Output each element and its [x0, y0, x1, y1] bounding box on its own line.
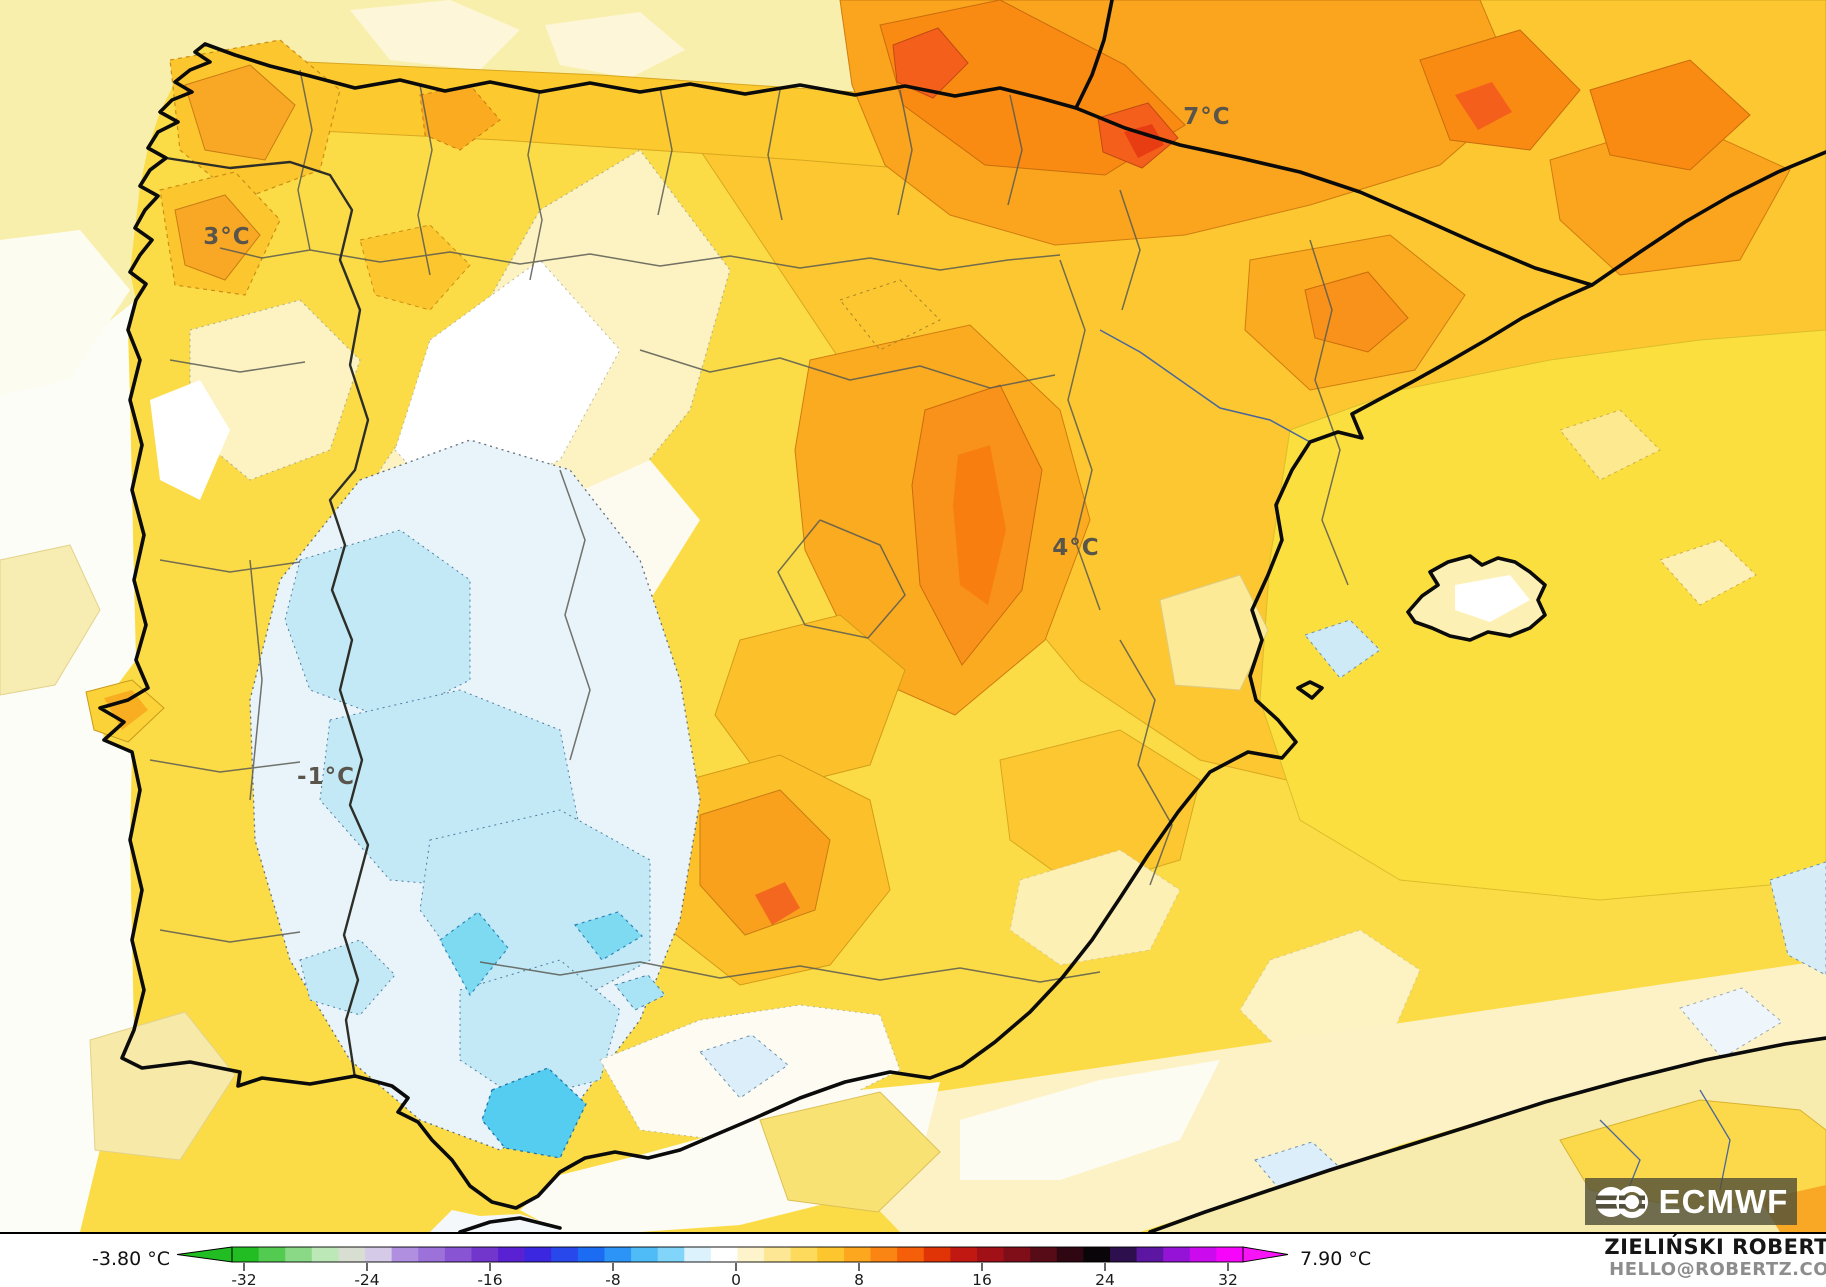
attribution-name: ZIELIŃSKI ROBERT	[1604, 1235, 1826, 1259]
svg-text:-24: -24	[354, 1271, 379, 1287]
svg-text:32: 32	[1218, 1271, 1238, 1287]
ecmwf-logo-text: ECMWF	[1658, 1182, 1789, 1220]
colorbar-left-arrow	[176, 1246, 233, 1263]
svg-text:16: 16	[972, 1271, 992, 1287]
svg-text:-32: -32	[231, 1271, 256, 1287]
colorbar-strip: -3.80 °C -32 -24 -16 -8 0 8 16 24 32 7.90 °C	[0, 1232, 1826, 1287]
ecmwf-globe-icon	[1595, 1185, 1648, 1218]
attribution: ZIELIŃSKI ROBERT HELLO@ROBERTZ.CO	[1604, 1235, 1826, 1280]
colorbar-min-label: -3.80 °C	[92, 1248, 170, 1270]
temp-label-northwest: 3°C	[203, 224, 251, 250]
svg-text:0: 0	[731, 1271, 741, 1287]
colorbar: -32 -24 -16 -8 0 8 16 24 32	[176, 1246, 1289, 1287]
portugal-spain-border	[165, 156, 370, 1079]
svg-text:-8: -8	[605, 1271, 620, 1287]
colorbar-segments	[232, 1247, 1244, 1262]
svg-text:24: 24	[1095, 1271, 1115, 1287]
attribution-email: HELLO@ROBERTZ.CO	[1609, 1258, 1826, 1280]
colorbar-right-arrow	[1242, 1246, 1289, 1263]
svg-text:8: 8	[854, 1271, 864, 1287]
temp-label-north: 7°C	[1183, 104, 1231, 130]
coastline	[98, 0, 1826, 1232]
colorbar-max-label: 7.90 °C	[1300, 1248, 1372, 1270]
admin-borders	[149, 69, 1349, 983]
temp-label-west: -1°C	[297, 764, 355, 790]
svg-text:-16: -16	[477, 1271, 502, 1287]
colorbar-ticks: -32 -24 -16 -8 0 8 16 24 32	[231, 1263, 1238, 1287]
temperature-anomaly-map	[0, 0, 1826, 1232]
river-line	[1099, 329, 1311, 443]
map-canvas: 3°C 7°C 4°C -1°C ECMWF	[0, 0, 1826, 1232]
ecmwf-logo: ECMWF	[1585, 1178, 1797, 1225]
temp-label-center: 4°C	[1052, 535, 1100, 561]
